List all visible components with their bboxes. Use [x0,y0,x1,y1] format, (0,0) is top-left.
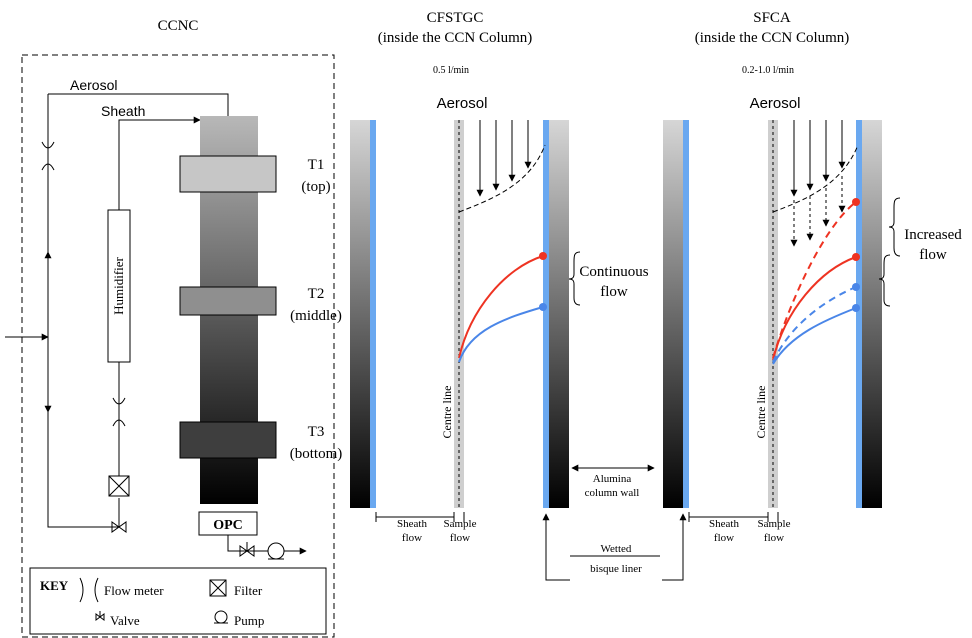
sfca-blue-dashed-trajectory [772,286,857,363]
cfstgc-title: CFSTGC [427,10,484,26]
stage-t1-sub: (top) [301,179,330,195]
key-title: KEY [40,578,69,593]
sfca-blue-trajectory [772,307,857,365]
sfca-annotation-1: Increased [904,227,962,243]
humidifier-label: Humidifier [111,256,126,314]
cfstgc-blue-endpoint [539,303,547,311]
alumina-label-2: column wall [585,487,640,499]
wetted-label-2: bisque liner [590,563,642,575]
key-valve-label: Valve [110,613,140,628]
cfstgc-sheath-label-2: flow [402,532,422,544]
sfca-aerosol-boundary [772,144,859,213]
sfca-sample-label-2: flow [764,532,784,544]
flow-meter-icon [112,397,126,427]
wetted-leader-right [662,552,684,581]
sfca-red-dashed-endpoint [852,198,860,206]
alumina-label-1: Alumina [593,473,632,485]
key-flow-meter-label: Flow meter [104,583,164,598]
sfca-red-endpoint [852,253,860,261]
cfstgc-aerosol-boundary [458,144,546,213]
wetted-label-1: Wetted [601,543,632,555]
sfca-lower-brace [878,254,891,307]
key-legend [29,567,327,635]
sfca-sample-label-1: Sample [758,518,791,530]
cfstgc-red-trajectory [458,255,544,359]
cfstgc-flow-rate: 0.5 l/min [433,65,469,76]
stage-t2-label: T2 [308,286,325,302]
stage-t3-sub: (bottom) [290,446,343,462]
cfstgc-sample-label-1: Sample [444,518,477,530]
filter-icon [209,579,227,597]
cfstgc-left-liner [370,120,376,508]
cfstgc-centre-line-label: Centre line [440,386,454,439]
opc-box [198,511,258,536]
humidifier-box [107,209,131,363]
sfca-sheath-label-2: flow [714,532,734,544]
valve-icon [111,518,127,533]
cfstgc-annotation-1: Continuous [579,264,648,280]
stage-t3-block [179,421,277,459]
cfstgc-red-endpoint [539,252,547,260]
flow-meter-icon [79,577,99,603]
valve-icon [239,542,255,557]
cfstgc-brace [568,251,581,306]
sfca-blue-endpoint [852,304,860,312]
pump-icon [214,610,228,624]
ccnc-title: CCNC [158,18,199,34]
cfstgc-sheath-label-1: Sheath [397,518,427,530]
sfca-red-trajectory [772,256,857,361]
cfstgc-right-liner [543,120,549,508]
sfca-aerosol-label: Aerosol [750,95,801,112]
ccnc-sheath-label: Sheath [101,103,145,119]
opc-label: OPC [213,518,243,533]
pump-icon [267,542,285,560]
sfca-sheath-label-1: Sheath [709,518,739,530]
cfstgc-subtitle: (inside the CCN Column) [378,30,533,46]
stage-t2-block [179,286,277,316]
ccnc-plumbing [5,93,302,552]
valve-icon [95,611,105,621]
sfca-blue-dashed-endpoint [852,283,860,291]
cfstgc-annotation-2: flow [600,284,628,300]
sfca-left-wall [663,120,683,508]
key-filter-label: Filter [234,583,263,598]
key-pump-label: Pump [234,613,264,628]
sfca-right-liner [856,120,862,508]
flow-meter-icon [41,141,55,171]
stage-t1-block [179,155,277,193]
wetted-leader-left [545,552,570,581]
stage-t2-sub: (middle) [290,308,342,324]
sfca-annotation-2: flow [919,247,947,263]
sfca-title: SFCA [753,10,791,26]
cfstgc-aerosol-label: Aerosol [437,95,488,112]
filter-icon [108,475,130,497]
sfca-increased-arrows [790,176,846,247]
cfstgc-left-wall [350,120,370,508]
sfca-red-dashed-trajectory [772,201,857,359]
cfstgc-blue-trajectory [458,306,544,363]
sfca-left-liner [683,120,689,508]
cfstgc-sample-label-2: flow [450,532,470,544]
sfca-centre-line-label: Centre line [754,386,768,439]
stage-t1-label: T1 [308,157,325,173]
sfca-flow-rate: 0.2-1.0 l/min [742,65,794,76]
sfca-aerosol-arrows [790,120,846,197]
cfstgc-right-wall [549,120,569,508]
stage-t3-label: T3 [308,424,325,440]
ccnc-aerosol-label: Aerosol [70,77,117,93]
cfstgc-aerosol-arrows [476,120,532,197]
sfca-right-wall [862,120,882,508]
sfca-upper-brace [888,197,901,257]
ccnc-dashed-boundary [21,54,335,638]
sfca-subtitle: (inside the CCN Column) [695,30,850,46]
